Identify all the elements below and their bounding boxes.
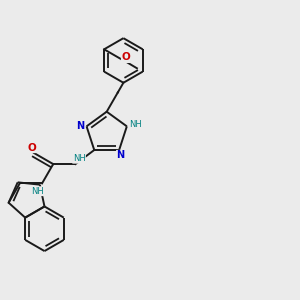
Text: O: O xyxy=(27,142,36,153)
Text: O: O xyxy=(122,52,130,62)
Text: N: N xyxy=(76,121,85,131)
Text: NH: NH xyxy=(129,120,142,129)
Text: NH: NH xyxy=(73,154,85,163)
Text: N: N xyxy=(117,150,125,161)
Text: NH: NH xyxy=(31,187,44,196)
